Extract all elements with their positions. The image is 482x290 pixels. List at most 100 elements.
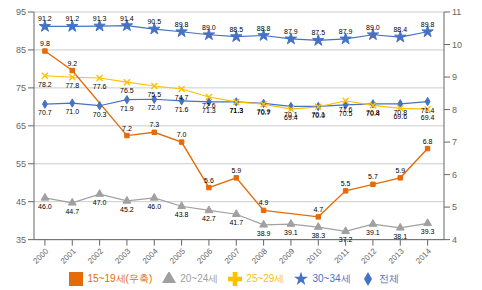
svg-text:4.9: 4.9 <box>259 199 269 206</box>
svg-text:65: 65 <box>16 121 26 131</box>
html-text:15~19세(우축): 15~19세(우축) <box>87 272 153 284</box>
svg-text:39.1: 39.1 <box>284 229 298 236</box>
svg-text:5.5: 5.5 <box>341 180 351 187</box>
svg-text:89.0: 89.0 <box>202 24 216 31</box>
svg-text:71.6: 71.6 <box>175 106 189 113</box>
svg-text:72.6: 72.6 <box>202 102 216 109</box>
svg-text:2014: 2014 <box>414 246 433 265</box>
svg-text:69.4: 69.4 <box>421 114 435 121</box>
svg-text:11: 11 <box>452 7 461 17</box>
svg-text:9.8: 9.8 <box>40 40 50 47</box>
svg-text:43.8: 43.8 <box>175 211 189 218</box>
svg-text:42.7: 42.7 <box>202 215 216 222</box>
svg-text:37.2: 37.2 <box>339 236 353 243</box>
svg-text:2004: 2004 <box>141 246 160 265</box>
svg-text:2013: 2013 <box>387 246 406 265</box>
svg-text:70.9: 70.9 <box>257 108 271 115</box>
svg-text:41.7: 41.7 <box>229 219 243 226</box>
svg-text:2002: 2002 <box>86 246 105 265</box>
svg-text:38.9: 38.9 <box>257 230 271 237</box>
svg-text:69.6: 69.6 <box>393 113 407 120</box>
svg-text:5.6: 5.6 <box>204 177 214 184</box>
svg-text:89.0: 89.0 <box>366 24 380 31</box>
svg-text:70.7: 70.7 <box>38 109 52 116</box>
svg-text:88.5: 88.5 <box>229 26 243 33</box>
svg-text:55: 55 <box>16 159 26 169</box>
svg-text:45: 45 <box>16 197 26 207</box>
svg-text:38.3: 38.3 <box>311 232 325 239</box>
svg-text:71.4: 71.4 <box>421 107 435 114</box>
svg-text:4: 4 <box>452 235 457 245</box>
svg-text:88.4: 88.4 <box>393 26 407 33</box>
svg-text:87.9: 87.9 <box>284 28 298 35</box>
svg-text:7: 7 <box>452 137 457 147</box>
svg-text:91.3: 91.3 <box>93 15 107 22</box>
svg-text:89.8: 89.8 <box>421 21 435 28</box>
svg-text:7.2: 7.2 <box>122 125 132 132</box>
svg-text:2009: 2009 <box>277 246 296 265</box>
svg-text:9.2: 9.2 <box>67 60 77 67</box>
svg-text:71.3: 71.3 <box>229 107 243 114</box>
svg-text:88.8: 88.8 <box>257 25 271 32</box>
svg-text:46.0: 46.0 <box>38 203 52 210</box>
svg-text:39.3: 39.3 <box>421 228 435 235</box>
svg-text:70.7: 70.7 <box>257 109 271 116</box>
svg-text:7.0: 7.0 <box>177 131 187 138</box>
svg-text:5.7: 5.7 <box>368 173 378 180</box>
svg-text:2000: 2000 <box>31 246 50 265</box>
svg-text:70.0: 70.0 <box>311 112 325 119</box>
svg-text:70.4: 70.4 <box>366 110 380 117</box>
svg-text:44.7: 44.7 <box>65 208 79 215</box>
svg-text:2003: 2003 <box>113 246 132 265</box>
svg-text:2001: 2001 <box>59 246 78 265</box>
svg-text:77.8: 77.8 <box>65 82 79 89</box>
svg-text:70.3: 70.3 <box>93 111 107 118</box>
svg-text:77.6: 77.6 <box>93 83 107 90</box>
svg-text:70.1: 70.1 <box>311 111 325 118</box>
svg-text:5: 5 <box>452 202 457 212</box>
svg-text:39.1: 39.1 <box>366 229 380 236</box>
svg-text:91.2: 91.2 <box>65 15 79 22</box>
svg-text:2011: 2011 <box>333 246 352 265</box>
svg-text:71.3: 71.3 <box>229 107 243 114</box>
svg-text:5.9: 5.9 <box>395 167 405 174</box>
svg-text:95: 95 <box>16 7 26 17</box>
svg-text:4.7: 4.7 <box>313 206 323 213</box>
svg-text:74.7: 74.7 <box>175 94 189 101</box>
html-text:20~24세: 20~24세 <box>180 272 219 284</box>
svg-text:6.8: 6.8 <box>423 138 433 145</box>
svg-text:87.5: 87.5 <box>311 29 325 36</box>
svg-text:10: 10 <box>452 40 462 50</box>
svg-text:45.2: 45.2 <box>120 206 134 213</box>
svg-text:72.0: 72.0 <box>147 104 161 111</box>
svg-text:8: 8 <box>452 105 457 115</box>
svg-text:2008: 2008 <box>250 246 269 265</box>
svg-text:75: 75 <box>16 83 26 93</box>
svg-text:76.5: 76.5 <box>120 87 134 94</box>
svg-text:87.9: 87.9 <box>339 28 353 35</box>
svg-text:2006: 2006 <box>195 246 214 265</box>
svg-text:9: 9 <box>452 72 457 82</box>
svg-text:91.4: 91.4 <box>120 15 134 22</box>
svg-text:6: 6 <box>452 170 457 180</box>
svg-text:5.9: 5.9 <box>231 167 241 174</box>
svg-text:71.6: 71.6 <box>339 106 353 113</box>
svg-text:47.0: 47.0 <box>93 199 107 206</box>
svg-text:85: 85 <box>16 45 26 55</box>
svg-text:78.2: 78.2 <box>38 81 52 88</box>
svg-text:75.5: 75.5 <box>147 91 161 98</box>
svg-text:71.9: 71.9 <box>120 105 134 112</box>
svg-text:71.0: 71.0 <box>65 108 79 115</box>
svg-text:38.1: 38.1 <box>393 233 407 240</box>
svg-text:35: 35 <box>16 235 26 245</box>
svg-text:89.8: 89.8 <box>175 21 189 28</box>
svg-text:7.3: 7.3 <box>149 121 159 128</box>
svg-text:69.4: 69.4 <box>284 114 298 121</box>
svg-text:91.2: 91.2 <box>38 15 52 22</box>
svg-text:2007: 2007 <box>223 246 242 265</box>
svg-text:2005: 2005 <box>168 246 187 265</box>
svg-text:90.5: 90.5 <box>147 18 161 25</box>
svg-text:2010: 2010 <box>305 246 324 265</box>
svg-text:2012: 2012 <box>359 246 378 265</box>
svg-text:46.0: 46.0 <box>147 203 161 210</box>
